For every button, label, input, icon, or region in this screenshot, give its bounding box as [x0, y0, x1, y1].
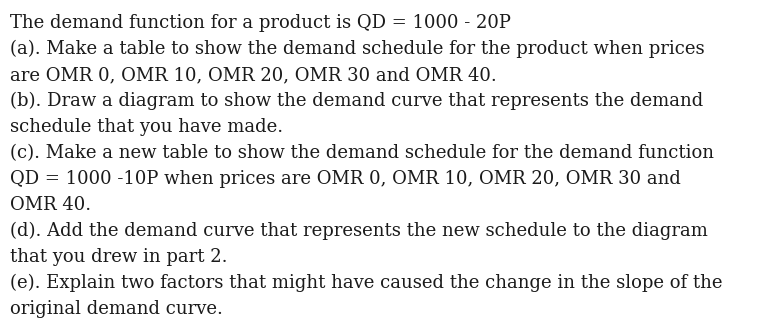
Text: (c). Make a new table to show the demand schedule for the demand function: (c). Make a new table to show the demand… [10, 144, 714, 162]
Text: (b). Draw a diagram to show the demand curve that represents the demand: (b). Draw a diagram to show the demand c… [10, 92, 703, 110]
Text: that you drew in part 2.: that you drew in part 2. [10, 248, 227, 266]
Text: (e). Explain two factors that might have caused the change in the slope of the: (e). Explain two factors that might have… [10, 274, 722, 292]
Text: are OMR 0, OMR 10, OMR 20, OMR 30 and OMR 40.: are OMR 0, OMR 10, OMR 20, OMR 30 and OM… [10, 66, 496, 84]
Text: (a). Make a table to show the demand schedule for the product when prices: (a). Make a table to show the demand sch… [10, 40, 705, 58]
Text: QD = 1000 -10P when prices are OMR 0, OMR 10, OMR 20, OMR 30 and: QD = 1000 -10P when prices are OMR 0, OM… [10, 170, 681, 188]
Text: The demand function for a product is QD = 1000 - 20P: The demand function for a product is QD … [10, 14, 511, 32]
Text: original demand curve.: original demand curve. [10, 300, 223, 318]
Text: schedule that you have made.: schedule that you have made. [10, 118, 283, 136]
Text: (d). Add the demand curve that represents the new schedule to the diagram: (d). Add the demand curve that represent… [10, 222, 708, 240]
Text: OMR 40.: OMR 40. [10, 196, 91, 214]
